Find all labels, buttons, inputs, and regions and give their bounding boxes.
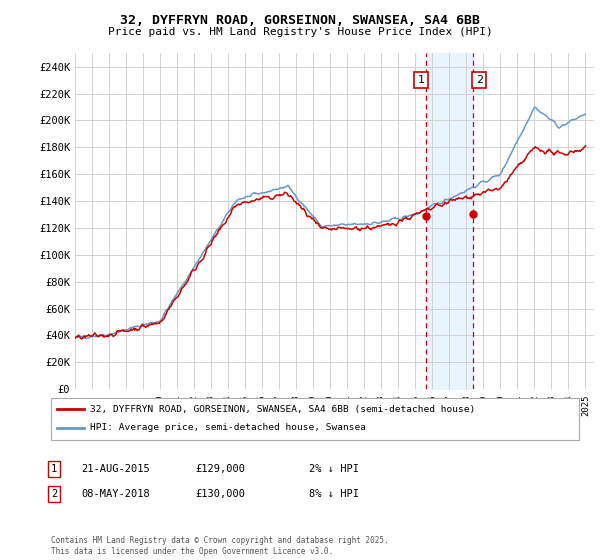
Text: 8% ↓ HPI: 8% ↓ HPI xyxy=(309,489,359,499)
Text: 2: 2 xyxy=(476,75,483,85)
Text: Contains HM Land Registry data © Crown copyright and database right 2025.
This d: Contains HM Land Registry data © Crown c… xyxy=(51,536,389,556)
Text: £130,000: £130,000 xyxy=(195,489,245,499)
Text: £129,000: £129,000 xyxy=(195,464,245,474)
Text: 32, DYFFRYN ROAD, GORSEINON, SWANSEA, SA4 6BB (semi-detached house): 32, DYFFRYN ROAD, GORSEINON, SWANSEA, SA… xyxy=(90,405,475,414)
Text: 2: 2 xyxy=(51,489,57,499)
Text: 32, DYFFRYN ROAD, GORSEINON, SWANSEA, SA4 6BB: 32, DYFFRYN ROAD, GORSEINON, SWANSEA, SA… xyxy=(120,14,480,27)
Text: 1: 1 xyxy=(51,464,57,474)
Text: 2% ↓ HPI: 2% ↓ HPI xyxy=(309,464,359,474)
Text: 08-MAY-2018: 08-MAY-2018 xyxy=(81,489,150,499)
Text: 21-AUG-2015: 21-AUG-2015 xyxy=(81,464,150,474)
Text: HPI: Average price, semi-detached house, Swansea: HPI: Average price, semi-detached house,… xyxy=(90,423,366,432)
Text: Price paid vs. HM Land Registry's House Price Index (HPI): Price paid vs. HM Land Registry's House … xyxy=(107,27,493,37)
Text: 1: 1 xyxy=(418,75,425,85)
